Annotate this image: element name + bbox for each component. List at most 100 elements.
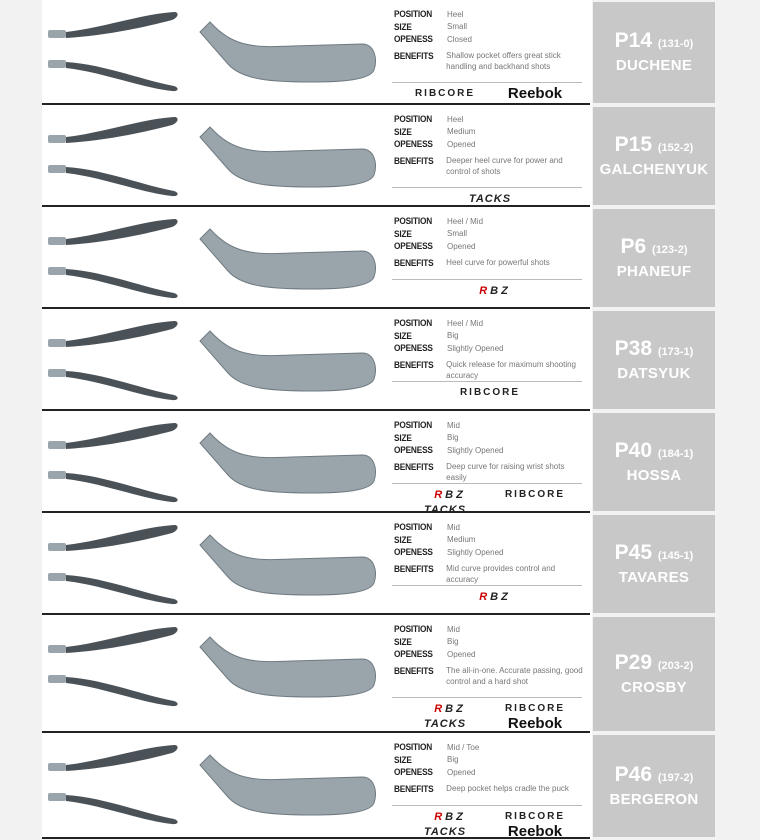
divider [392,381,582,382]
position-label: POSITION [394,522,433,533]
curve-card: P38 (173-1) DATSYUK [593,311,715,409]
position-value: Mid [447,522,460,532]
position-value: Mid [447,420,460,430]
benefits-value: The all-in-one. Accurate passing, good c… [446,665,583,687]
openess-label: OPENESS [394,343,433,354]
player-name: BERGERON [609,790,699,808]
benefits-value: Deeper heel curve for power and control … [446,155,563,177]
row-divider [42,205,590,207]
benefits-value: Deep pocket helps cradle the puck [446,783,569,793]
top-view-blade-icon [48,423,178,503]
logo-ribcore: RIBCORE [459,387,521,398]
logo-reebok: Reebok [507,85,563,102]
logo-tacks: TACKS [468,193,512,205]
logo-reebok: Reebok [507,823,563,840]
curve-code: P29 (203-2) [593,651,715,678]
benefits-value: Shallow pocket offers great stick handli… [446,50,561,72]
divider [392,585,582,586]
row-divider [42,409,590,411]
brand-logos: RBZ RIBCORE TACKS Reebok [400,702,580,731]
benefits-value: Mid curve provides control and accuracy [446,563,556,585]
openess-value: Slightly Opened [447,547,504,557]
row-divider [42,307,590,309]
benefits-label: BENEFITS [394,257,434,268]
logo-rbz: RBZ [479,285,511,297]
curve-code: P15 (152-2) [593,133,715,160]
brand-logos: RBZ RIBCORE TACKS Reebok [400,810,580,839]
size-value: Small [447,22,468,32]
curve-card: P6 (123-2) PHANEUF [593,209,715,307]
openess-value: Slightly Opened [447,343,504,353]
brand-logos: TACKS [400,192,580,206]
divider [392,279,582,280]
curve-card: P46 (197-2) BERGERON [593,735,715,837]
position-label: POSITION [394,216,433,227]
size-label: SIZE [394,21,412,32]
curve-row: POSITION Heel SIZE Medium OPENESS Opened BE… [0,105,760,207]
size-value: Medium [447,127,476,137]
position-label: POSITION [394,624,433,635]
position-label: POSITION [394,9,433,20]
curve-row: POSITION Mid SIZE Big OPENESS Slightly Open… [0,411,760,516]
logo-ribcore: RIBCORE [414,88,476,99]
side-view-blade-icon [199,330,376,392]
player-name: GALCHENYUK [599,160,709,178]
curve-card: P29 (203-2) CROSBY [593,617,715,731]
curve-specs: POSITION Mid / Toe SIZE Big OPENESS Opened … [394,741,584,794]
position-value: Heel [447,114,464,124]
logo-ribcore: RIBCORE [504,703,566,714]
top-view-blade-icon [48,219,178,299]
side-view-blade-icon [199,534,376,596]
side-view-blade-icon [199,228,376,290]
benefits-label: BENEFITS [394,783,434,794]
curve-code-text: P29 [614,650,653,674]
curve-specs: POSITION Heel / Mid SIZE Small OPENESS Open… [394,215,584,268]
size-label: SIZE [394,754,412,765]
curve-code: P38 (173-1) [593,337,715,364]
openess-label: OPENESS [394,767,433,778]
top-view-blade-icon [48,627,178,707]
curve-code-text: P45 [614,540,653,564]
position-label: POSITION [394,742,433,753]
divider [392,82,582,83]
side-view-blade-icon [199,754,376,816]
position-value: Heel / Mid [447,318,484,328]
openess-label: OPENESS [394,241,433,252]
openess-value: Slightly Opened [447,445,504,455]
logo-ribcore: RIBCORE [504,489,566,500]
openess-label: OPENESS [394,649,433,660]
top-view-blade-icon [48,745,178,825]
position-value: Mid / Toe [447,742,480,752]
curve-row: POSITION Mid / Toe SIZE Big OPENESS Opened … [0,733,760,839]
curve-specs: POSITION Mid SIZE Big OPENESS Opened BENEFI… [394,623,584,688]
benefits-label: BENEFITS [394,563,434,574]
curve-specs: POSITION Mid SIZE Medium OPENESS Slightly O… [394,521,584,586]
benefits-value: Deep curve for raising wrist shots easil… [446,461,565,483]
curve-number: (197-2) [657,771,694,784]
side-view-blade-icon [199,126,376,188]
curve-code-text: P6 [620,234,647,258]
curve-specs: POSITION Heel SIZE Small OPENESS Closed BEN… [394,8,584,73]
logo-rbz: RBZ [434,489,466,501]
logo-tacks: TACKS [423,826,467,838]
openess-label: OPENESS [394,445,433,456]
divider [392,187,582,188]
curve-number: (184-1) [657,447,694,460]
row-divider [42,837,590,839]
row-divider [42,613,590,615]
brand-logos: RBZ RIBCORE TACKS [400,488,580,517]
curve-specs: POSITION Heel SIZE Medium OPENESS Opened BE… [394,113,584,178]
position-value: Mid [447,624,460,634]
openess-value: Opened [447,649,476,659]
curve-row: POSITION Mid SIZE Medium OPENESS Slightly O… [0,513,760,615]
curve-specs: POSITION Heel / Mid SIZE Big OPENESS Slight… [394,317,584,382]
benefits-label: BENEFITS [394,665,434,676]
player-name: HOSSA [626,466,682,484]
curve-code-text: P14 [614,29,653,52]
size-label: SIZE [394,636,412,647]
row-divider [42,731,590,733]
size-value: Medium [447,535,476,545]
curve-number: (123-2) [652,243,688,256]
curve-row: POSITION Mid SIZE Big OPENESS Opened BENEFI… [0,615,760,733]
divider [392,805,582,806]
